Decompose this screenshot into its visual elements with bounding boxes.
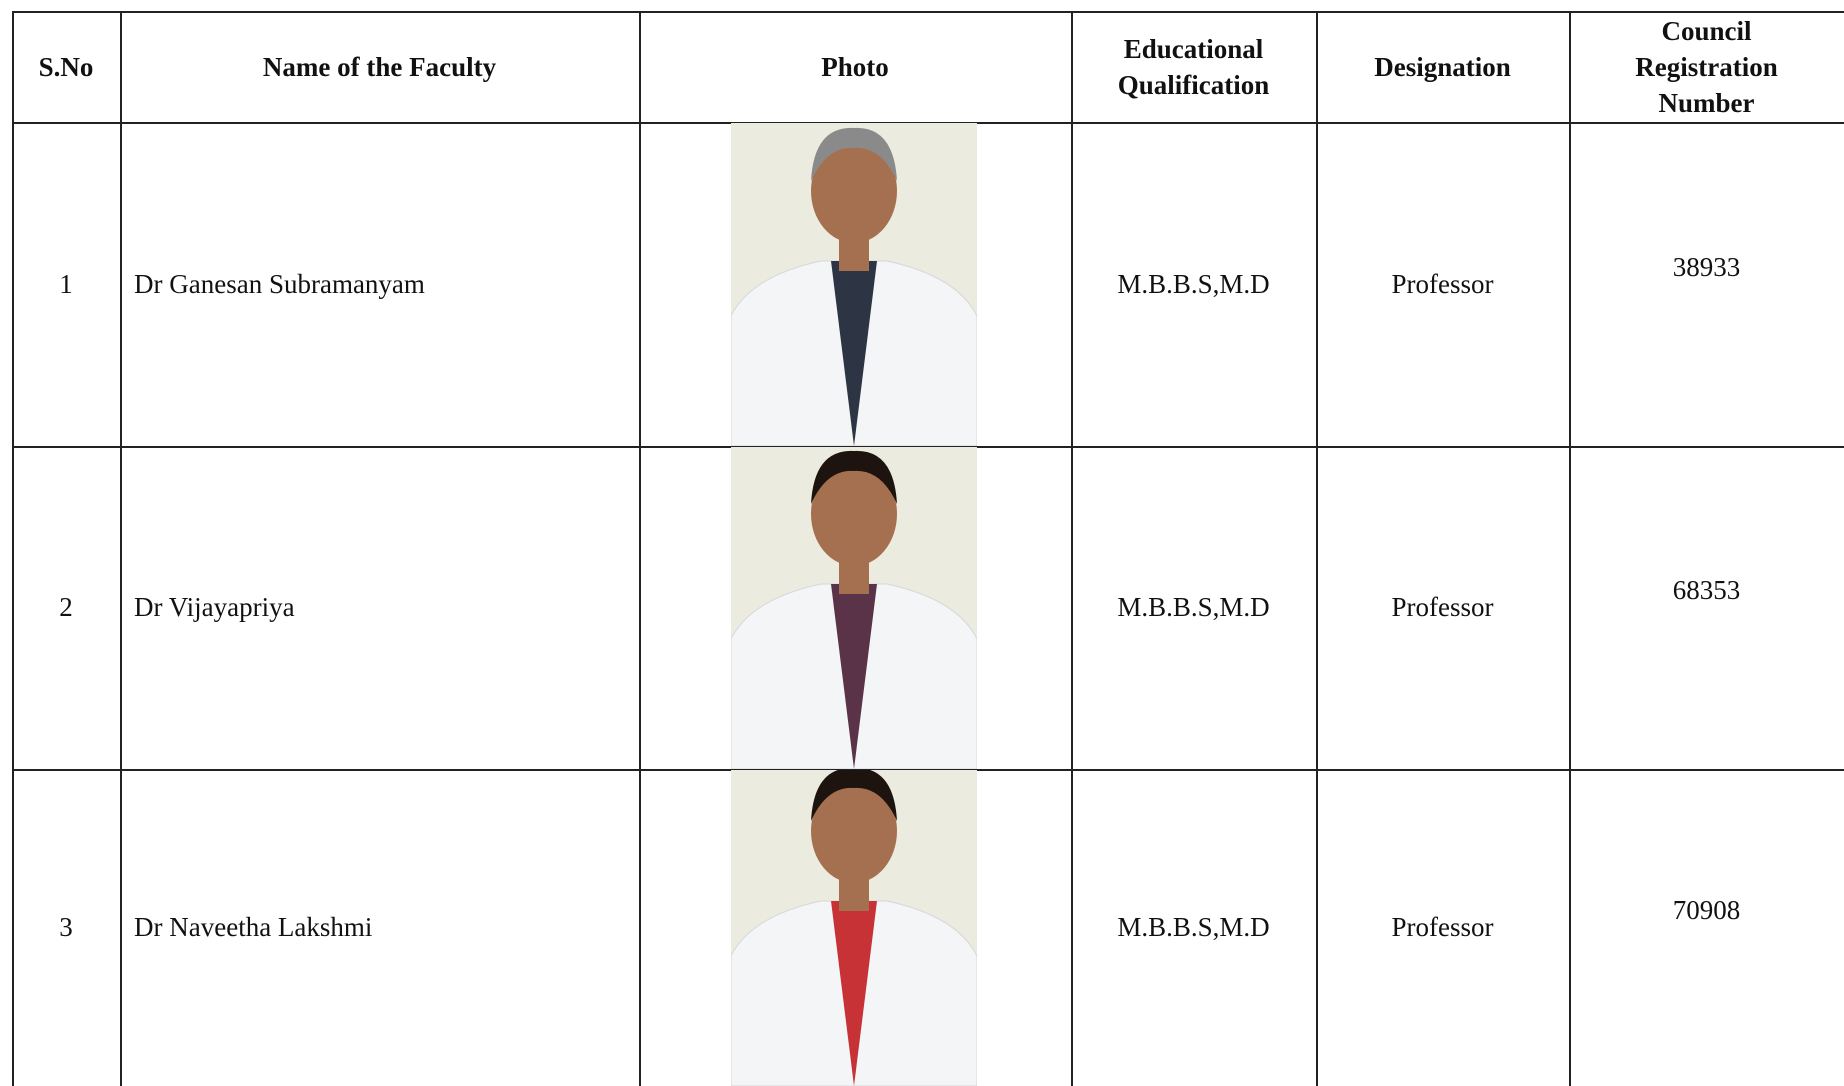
body-cell: 3 xyxy=(12,769,120,1086)
cell-text: Educational Qualification xyxy=(1117,33,1270,100)
column-border xyxy=(1569,11,1571,1086)
faculty-photo xyxy=(731,770,977,1086)
body-cell: Professor xyxy=(1316,769,1569,1086)
header-cell: S.No xyxy=(12,11,120,122)
row-border xyxy=(12,122,1844,124)
cell-text: Designation xyxy=(1374,51,1511,82)
body-cell: Dr Vijayapriya xyxy=(120,446,639,769)
column-border xyxy=(12,11,14,1086)
row-border xyxy=(12,446,1844,448)
body-cell: Dr Ganesan Subramanyam xyxy=(120,122,639,446)
cell-text: Professor xyxy=(1391,912,1494,942)
body-cell: Dr Naveetha Lakshmi xyxy=(120,769,639,1086)
cell-text: Dr Naveetha Lakshmi xyxy=(134,912,373,942)
column-border xyxy=(1071,11,1073,1086)
cell-text: Council Registration Number xyxy=(1635,15,1778,118)
cell-text: Name of the Faculty xyxy=(262,51,497,82)
cell-text: M.B.B.S,M.D xyxy=(1117,268,1270,299)
header-cell: Designation xyxy=(1316,11,1569,122)
cell-text: M.B.B.S,M.D xyxy=(1117,912,1270,942)
header-cell: Educational Qualification xyxy=(1071,11,1316,122)
header-cell: Council Registration Number xyxy=(1569,11,1844,122)
faculty-photo xyxy=(731,447,977,769)
cell-text: 68353 xyxy=(1672,575,1741,605)
body-cell: M.B.B.S,M.D xyxy=(1071,769,1316,1086)
body-cell: 1 xyxy=(12,122,120,446)
body-cell: M.B.B.S,M.D xyxy=(1071,446,1316,769)
row-border xyxy=(12,11,1844,13)
cell-text: M.B.B.S,M.D xyxy=(1117,592,1270,622)
cell-text: Photo xyxy=(821,51,889,82)
cell-text: S.No xyxy=(38,51,94,82)
cell-text: Dr Vijayapriya xyxy=(134,592,295,622)
cell-text: 70908 xyxy=(1672,895,1741,925)
cell-text: 2 xyxy=(59,592,73,622)
cell-text: 3 xyxy=(59,912,73,942)
cell-text: Professor xyxy=(1391,592,1494,622)
column-border xyxy=(1316,11,1318,1086)
body-cell: M.B.B.S,M.D xyxy=(1071,122,1316,446)
cell-text: Dr Ganesan Subramanyam xyxy=(134,268,425,299)
body-cell: Professor xyxy=(1316,122,1569,446)
cell-text: Professor xyxy=(1391,268,1494,299)
header-cell: Name of the Faculty xyxy=(120,11,639,122)
faculty-photo xyxy=(731,123,977,446)
body-cell: 68353 xyxy=(1569,446,1844,769)
cell-text: 1 xyxy=(59,268,73,299)
column-border xyxy=(120,11,122,1086)
body-cell: Professor xyxy=(1316,446,1569,769)
header-cell: Photo xyxy=(639,11,1071,122)
body-cell: 38933 xyxy=(1569,122,1844,446)
cell-text: 38933 xyxy=(1672,251,1741,282)
row-border xyxy=(12,769,1844,771)
body-cell: 2 xyxy=(12,446,120,769)
column-border xyxy=(639,11,641,1086)
body-cell: 70908 xyxy=(1569,769,1844,1086)
